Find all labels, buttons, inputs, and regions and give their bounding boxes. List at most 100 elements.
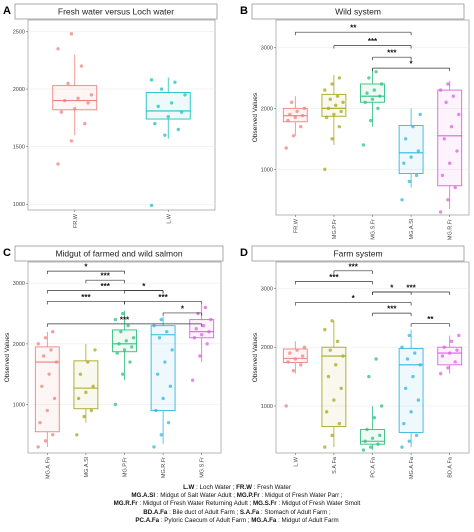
significance-bracket: * (46, 263, 125, 275)
data-point (416, 149, 421, 153)
data-point (119, 330, 123, 334)
data-point (334, 103, 338, 108)
significance-label: *** (120, 315, 130, 324)
data-point (209, 317, 213, 322)
data-point (323, 88, 327, 92)
significance-label: *** (81, 293, 91, 302)
data-point (56, 47, 60, 51)
abbreviation-legend: L.W : Loch Water ; FR.W : Fresh Water MG.… (0, 484, 474, 525)
legend-line: L.W : Loch Water ; FR.W : Fresh Water (0, 484, 474, 492)
data-point (157, 336, 162, 340)
data-point (78, 372, 83, 376)
data-point (402, 161, 406, 165)
y-axis-label: Observed Values (4, 332, 11, 382)
data-point (442, 345, 446, 349)
data-point (154, 408, 158, 413)
box-iqr (52, 85, 98, 111)
x-tick-label: MG.A.Sl (409, 219, 415, 239)
data-point (367, 374, 371, 379)
y-axis-label: Observed Values (252, 92, 259, 142)
data-point (38, 420, 42, 425)
data-point (328, 97, 332, 101)
data-point (69, 32, 74, 36)
y-tick-label: 2000 (261, 345, 273, 351)
significance-label: *** (368, 37, 378, 46)
legend-abbreviation: FR.W (236, 484, 252, 491)
panel-b: B Wild system 1000 2000 3000 Observed Values F… (240, 3, 470, 240)
data-point (400, 345, 404, 349)
y-tick-label: 2000 (13, 342, 25, 348)
significance-bracket: ** (410, 315, 451, 327)
data-point (149, 78, 154, 82)
data-point (288, 112, 292, 117)
data-point (115, 351, 119, 355)
data-point (416, 398, 421, 402)
data-point (413, 351, 417, 355)
significance-bracket: *** (372, 305, 412, 317)
data-point (54, 360, 59, 364)
box-iqr (145, 92, 191, 120)
data-point (166, 115, 170, 119)
data-point (449, 339, 454, 344)
significance-bracket: *** (85, 272, 125, 284)
y-tick-label: 2000 (13, 87, 25, 93)
data-point (36, 342, 40, 346)
data-point (159, 317, 163, 322)
data-point (300, 354, 305, 358)
data-point (126, 323, 130, 328)
significance-bracket: * (294, 294, 412, 306)
significance-label: * (142, 282, 146, 291)
data-point (378, 433, 382, 438)
data-point (409, 155, 413, 159)
box-FR.W (282, 96, 308, 150)
data-point (414, 433, 419, 438)
significance-label: *** (406, 283, 416, 292)
panel-title: Fresh water versus Loch water (58, 7, 174, 17)
data-point (302, 106, 307, 111)
legend-abbreviation: MG.R.Fr (113, 500, 138, 508)
significance-label: *** (349, 262, 359, 271)
data-point (86, 101, 90, 105)
data-point (149, 203, 154, 208)
box-iqr (321, 346, 347, 428)
data-point (166, 420, 171, 425)
panel-a: A Fresh water versus Loch water 1000 1500 20… (3, 3, 218, 228)
x-tick-label: L.W (166, 213, 172, 224)
legend-abbreviation: MG.A.Fa (251, 516, 277, 524)
data-point (113, 402, 118, 407)
data-point (113, 317, 118, 322)
box-MG.A.Sl (398, 108, 424, 202)
data-point (63, 98, 67, 103)
data-point (442, 137, 446, 141)
x-tick-label: MG.S.Fr (371, 219, 377, 240)
legend-description: : Midgut of Fresh Water Parr ; (259, 492, 343, 500)
legend-description: : Loch Water ; (194, 484, 237, 491)
data-point (323, 445, 327, 449)
significance-label: *** (329, 273, 339, 282)
data-point (194, 326, 198, 331)
data-point (170, 348, 174, 352)
data-point (332, 398, 336, 402)
data-point (117, 342, 121, 346)
data-point (89, 408, 94, 413)
data-point (418, 363, 422, 367)
box-FR.W (52, 32, 98, 166)
x-tick-label: MG.R.Fr (161, 457, 167, 478)
y-tick-label: 1000 (13, 202, 25, 208)
data-point (73, 106, 77, 111)
x-tick-label: L.W (293, 456, 299, 467)
data-point (330, 82, 334, 86)
data-point (457, 333, 461, 338)
data-point (293, 115, 297, 120)
data-point (168, 384, 173, 389)
data-point (131, 336, 136, 340)
panel-title-box (14, 3, 218, 20)
data-point (75, 433, 79, 437)
data-point (341, 354, 345, 358)
data-point (334, 363, 338, 367)
panel-title: Midgut of farmed and wild salmon (55, 249, 182, 259)
data-point (337, 76, 342, 80)
data-point (49, 348, 53, 352)
panel-c: C Midgut of farmed and wild salmon 1000 200… (3, 245, 224, 479)
data-point (372, 416, 377, 420)
